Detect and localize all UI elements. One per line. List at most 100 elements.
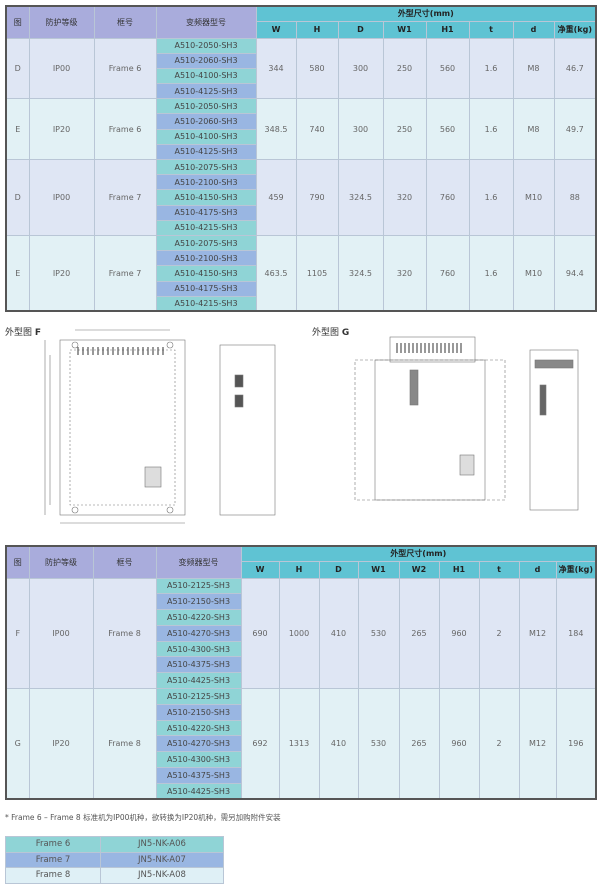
- value-cell: 300: [337, 98, 384, 160]
- header-col: d: [518, 560, 557, 579]
- value-cell: M10: [512, 234, 555, 312]
- header-dimensions: 外型尺寸(mm): [240, 545, 597, 562]
- model-cell: A510-4100-SH3: [155, 128, 257, 145]
- value-cell: 46.7: [553, 37, 597, 100]
- table-row: A510-4100-SH3: [6, 67, 596, 85]
- header-col: t: [468, 20, 514, 39]
- model-cell: A510-2060-SH3: [155, 113, 257, 130]
- value-cell: 1313: [278, 688, 320, 800]
- header-model: 变频器型号: [155, 5, 257, 39]
- header-col: H: [295, 20, 339, 39]
- frame-cell: Frame 6: [93, 37, 157, 100]
- header-col: D: [337, 20, 384, 39]
- table-row: A510-4425-SH3: [6, 672, 596, 690]
- kit-frame: Frame 8: [5, 867, 101, 884]
- value-cell: 2: [478, 577, 520, 690]
- model-cell: A510-4220-SH3: [155, 719, 242, 737]
- header-col: W1: [357, 560, 400, 579]
- kit-frame: Frame 6: [5, 836, 101, 853]
- model-cell: A510-4425-SH3: [155, 782, 242, 800]
- header-ip: 防护等级: [28, 5, 95, 39]
- fig-cell: F: [5, 577, 30, 690]
- value-cell: 410: [318, 577, 359, 690]
- fig-cell: E: [5, 98, 30, 160]
- header-fig: 图: [5, 5, 30, 39]
- kit-row: Frame 8 JN5-NK-A08: [5, 867, 224, 884]
- frame-cell: Frame 8: [92, 577, 157, 690]
- value-cell: 49.7: [553, 98, 597, 160]
- model-cell: A510-2050-SH3: [155, 98, 257, 115]
- value-cell: 410: [318, 688, 359, 800]
- value-cell: 250: [382, 37, 427, 100]
- table-row: A510-4375-SH3: [6, 767, 596, 784]
- model-cell: A510-4270-SH3: [155, 624, 242, 642]
- model-cell: A510-4220-SH3: [155, 609, 242, 626]
- drawing-g-caption: 外型图 G: [312, 328, 350, 338]
- kit-row: Frame 7 JN5-NK-A07: [5, 851, 224, 868]
- value-cell: 560: [425, 37, 470, 100]
- model-cell: A510-2150-SH3: [155, 703, 242, 721]
- model-cell: A510-4215-SH3: [155, 219, 257, 236]
- value-cell: 690: [240, 577, 280, 690]
- value-cell: 1.6: [468, 234, 514, 312]
- header-col: 净重(kg): [553, 20, 597, 39]
- kit-part: JN5-NK-A08: [100, 867, 224, 884]
- table-row: F IP00 Frame 8 A510-2125-SH3 690 1000 410 530 26…: [5, 577, 597, 690]
- header-col: W: [255, 20, 297, 39]
- value-cell: 1.6: [468, 98, 514, 160]
- model-cell: A510-2050-SH3: [155, 37, 257, 54]
- header-col: W1: [382, 20, 427, 39]
- table-row: A510-2150-SH3: [6, 703, 596, 721]
- model-cell: A510-4150-SH3: [155, 265, 257, 282]
- model-cell: A510-2075-SH3: [155, 158, 257, 176]
- model-cell: A510-4375-SH3: [155, 656, 242, 674]
- model-cell: A510-2125-SH3: [155, 577, 242, 595]
- kit-part: JN5-NK-A07: [100, 851, 224, 868]
- value-cell: 1.6: [468, 37, 514, 100]
- value-cell: 760: [425, 159, 470, 236]
- frame-cell: Frame 6: [93, 98, 157, 160]
- value-cell: 960: [438, 688, 480, 800]
- table-row: A510-4175-SH3: [6, 280, 596, 297]
- table-row: A510-2150-SH3: [6, 593, 596, 611]
- table-row: A510-4220-SH3: [6, 609, 596, 626]
- model-cell: A510-4300-SH3: [155, 640, 242, 658]
- model-cell: A510-2100-SH3: [155, 174, 257, 191]
- value-cell: 463.5: [255, 234, 297, 312]
- model-cell: A510-4270-SH3: [155, 735, 242, 753]
- value-cell: 184: [555, 577, 597, 690]
- value-cell: 760: [425, 234, 470, 312]
- kit-frame: Frame 7: [5, 851, 101, 868]
- value-cell: 740: [295, 98, 339, 160]
- ip-cell: IP20: [28, 98, 95, 160]
- header-col: d: [512, 20, 555, 39]
- ip-cell: IP00: [28, 37, 95, 100]
- header-col: W: [240, 560, 280, 579]
- fig-cell: G: [5, 688, 30, 800]
- ip20-kit-table: Frame 6 JN5-NK-A06 Frame 7 JN5-NK-A07 Frame …: [5, 836, 224, 884]
- table-row: D IP00 Frame 7 A510-2075-SH3 459 790 324.5 320 7…: [5, 158, 597, 236]
- model-cell: A510-2060-SH3: [155, 52, 257, 69]
- frame-cell: Frame 8: [92, 688, 157, 800]
- value-cell: M12: [518, 688, 557, 800]
- header-frame: 框号: [92, 545, 157, 579]
- outline-drawing-g: [354, 336, 579, 511]
- table-row: A510-4100-SH3: [6, 128, 596, 145]
- fig-cell: E: [5, 234, 30, 312]
- frame-cell: Frame 7: [93, 234, 157, 312]
- header-frame: 框号: [93, 5, 157, 39]
- table-row: A510-4150-SH3: [6, 189, 596, 206]
- table-row: E IP20 Frame 6 A510-2050-SH3 348.5 740 300 250 5…: [5, 98, 597, 160]
- header-col: W2: [398, 560, 440, 579]
- table-row: A510-4375-SH3: [6, 656, 596, 674]
- value-cell: 344: [255, 37, 297, 100]
- value-cell: 459: [255, 159, 297, 236]
- ip-cell: IP20: [28, 234, 95, 312]
- fig-cell: D: [5, 37, 30, 100]
- table-row: A510-4300-SH3: [6, 751, 596, 769]
- value-cell: 265: [398, 577, 440, 690]
- header-col: 净重(kg): [555, 560, 597, 579]
- model-cell: A510-2125-SH3: [155, 688, 242, 705]
- table-row: A510-4425-SH3: [6, 782, 596, 800]
- value-cell: 1.6: [468, 159, 514, 236]
